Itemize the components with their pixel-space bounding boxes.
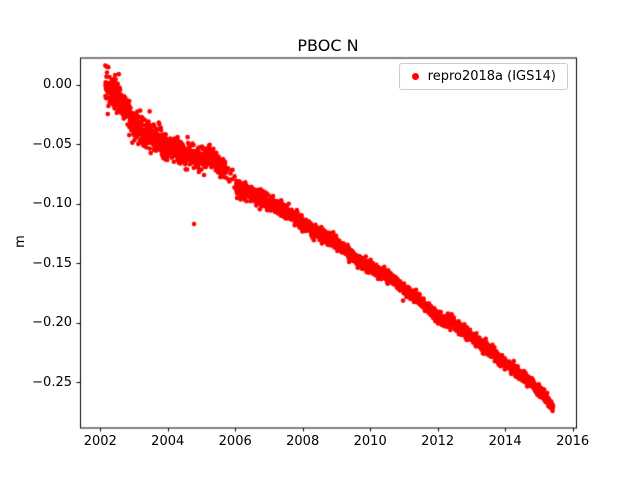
x-tick-label: 2012 [421,433,455,449]
x-tick-label: 2002 [83,433,117,449]
x-tick-label: 2016 [556,433,590,449]
legend-series-label: repro2018a (IGS14) [427,69,556,84]
legend: repro2018a (IGS14) [398,63,568,90]
y-tick-label: −0.10 [32,196,72,212]
y-tick-label: −0.15 [32,255,72,271]
x-tick-label: 2014 [488,433,522,449]
legend-marker-icon [411,73,419,80]
x-tick-label: 2008 [286,433,320,449]
x-tick-label: 2004 [151,433,185,449]
chart-title: PBOC N [297,36,359,55]
y-axis-label: m [12,235,28,248]
y-tick-label: 0.00 [43,77,72,93]
x-tick-label: 2010 [353,433,387,449]
x-tick-label: 2006 [218,433,252,449]
y-tick-label: −0.20 [32,315,72,331]
y-tick-label: −0.05 [32,136,72,152]
y-tick-label: −0.25 [32,374,72,390]
